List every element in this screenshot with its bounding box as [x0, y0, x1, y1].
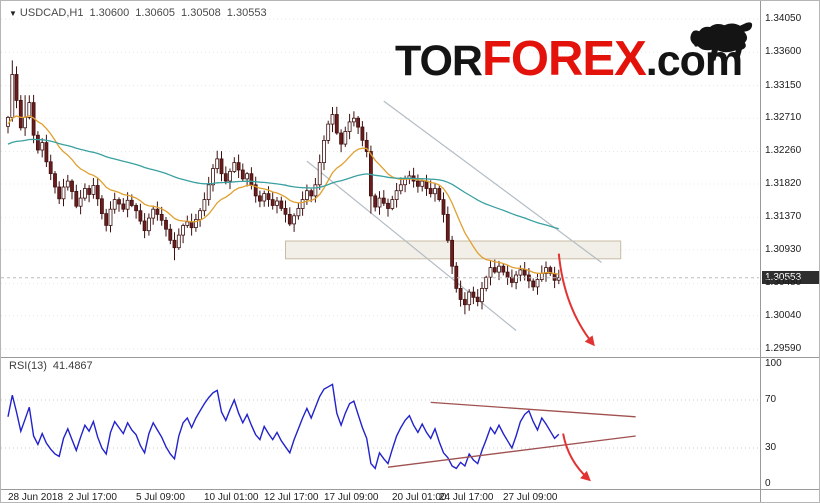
time-tick-label: 20 Jul 01:00 [392, 492, 447, 503]
symbol-period-label: USDCAD,H1 [19, 7, 84, 19]
time-tick-label: 10 Jul 01:00 [204, 492, 259, 503]
price-tick-label: 1.30930 [765, 244, 802, 255]
time-axis-separator [1, 489, 819, 490]
rsi-chart-canvas[interactable] [1, 358, 761, 490]
chart-dropdown-arrow-icon: ▼ [9, 9, 17, 18]
price-tick-label: 1.30040 [765, 310, 802, 321]
rsi-tick-label: 0 [765, 478, 771, 489]
panel-separator [1, 357, 819, 358]
logo-text-tor: TOR [395, 37, 483, 85]
time-tick-label: 2 Jul 17:00 [68, 492, 117, 503]
price-tick-label: 1.29590 [765, 343, 802, 354]
ohlc-open: 1.30600 [89, 7, 130, 19]
ohlc-high: 1.30605 [135, 7, 176, 19]
rsi-tick-label: 70 [765, 394, 777, 405]
price-tick-label: 1.32260 [765, 145, 802, 156]
ohlc-low: 1.30508 [181, 7, 221, 19]
price-axis-separator [760, 1, 761, 502]
rsi-indicator-label: RSI(13) 41.4867 [9, 360, 99, 372]
price-tick-label: 1.32710 [765, 112, 802, 123]
price-tick-label: 1.33600 [765, 46, 802, 57]
time-tick-label: 27 Jul 09:00 [503, 492, 558, 503]
time-tick-label: 24 Jul 17:00 [439, 492, 494, 503]
time-tick-label: 17 Jul 09:00 [324, 492, 379, 503]
rsi-tick-label: 100 [765, 358, 782, 369]
price-tick-label: 1.33150 [765, 80, 802, 91]
rsi-value: 41.4867 [52, 360, 93, 372]
time-tick-label: 12 Jul 17:00 [264, 492, 319, 503]
price-tick-label: 1.31820 [765, 178, 802, 189]
price-tick-label: 1.34050 [765, 13, 802, 24]
current-price-badge: 1.30553 [762, 271, 819, 284]
bull-icon [690, 22, 753, 61]
time-tick-label: 5 Jul 09:00 [136, 492, 185, 503]
symbol-ohlc-header: ▼ USDCAD,H1 1.30600 1.30605 1.30508 1.30553 [9, 7, 273, 19]
torforex-logo: TOR FOREX .com [395, 21, 753, 87]
price-tick-label: 1.31370 [765, 211, 802, 222]
rsi-tick-label: 30 [765, 442, 777, 453]
logo-text-forex: FOREX [482, 32, 647, 86]
time-tick-label: 28 Jun 2018 [8, 492, 64, 503]
rsi-name: RSI(13) [9, 360, 47, 372]
main-chart-canvas[interactable] [1, 1, 761, 357]
ohlc-close: 1.30553 [226, 7, 267, 19]
